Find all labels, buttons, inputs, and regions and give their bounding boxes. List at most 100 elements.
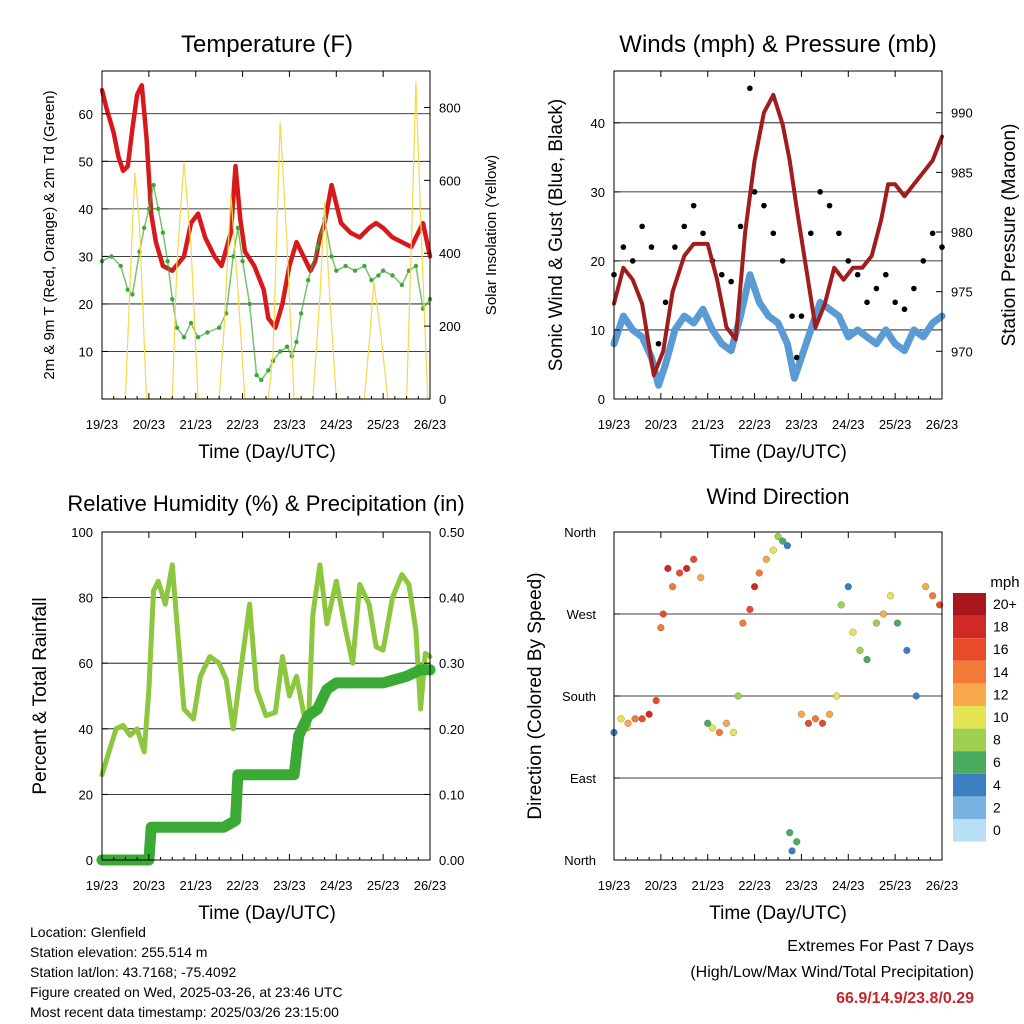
- y-tick-label: South: [562, 689, 596, 704]
- x-tick-label: 22/23: [738, 417, 771, 432]
- sonic-wind-point: [709, 326, 716, 333]
- direction-point: [624, 719, 632, 727]
- wind-direction-ylabel: Direction (Colored By Speed): [525, 572, 546, 819]
- direction-point: [793, 838, 801, 846]
- legend-swatch: [953, 706, 986, 729]
- x-tick-label: 24/23: [320, 878, 353, 893]
- legend-swatch: [953, 751, 986, 774]
- gust-point: [639, 223, 645, 230]
- direction-point: [769, 546, 777, 554]
- direction-point: [797, 710, 805, 718]
- direction-point: [922, 583, 930, 591]
- x-tick-label: 23/23: [785, 417, 818, 432]
- x-tick-label: 21/23: [179, 878, 212, 893]
- direction-point: [872, 619, 880, 627]
- y2-tick-label: 0.00: [439, 853, 464, 868]
- humidity-ylabel: Percent & Total Rainfall: [30, 597, 51, 794]
- gust-point: [648, 244, 655, 250]
- gust-point: [761, 202, 767, 209]
- direction-point: [825, 710, 834, 718]
- y2-tick-label: 980: [951, 225, 973, 240]
- gust-point: [808, 230, 814, 237]
- direction-point: [652, 697, 660, 705]
- sonic-wind-point: [817, 299, 824, 306]
- figure-created: Figure created on Wed, 2025-03-26, at 23…: [30, 984, 343, 1000]
- humidity-plot-area: [96, 562, 436, 866]
- gust-point: [836, 230, 842, 237]
- direction-point: [715, 728, 723, 736]
- gust-point: [798, 313, 805, 319]
- sonic-wind-point: [639, 333, 646, 340]
- sonic-wind-point: [655, 382, 662, 389]
- winds-plot-area: [610, 85, 946, 389]
- gust-point: [718, 271, 725, 278]
- y-tick-label: 30: [79, 249, 93, 264]
- direction-point: [762, 555, 770, 563]
- direction-point: [856, 646, 864, 654]
- y-tick-label: 50: [79, 154, 93, 169]
- legend-swatch: [953, 593, 986, 616]
- direction-point: [788, 847, 796, 855]
- legend-label: 20+: [993, 596, 1017, 612]
- sonic-wind-point: [873, 340, 880, 347]
- y-tick-label: West: [567, 607, 597, 622]
- gust-point: [672, 244, 678, 250]
- direction-point: [676, 569, 684, 577]
- legend-label: 18: [993, 619, 1009, 635]
- x-tick-label: 26/23: [926, 878, 959, 893]
- direction-point: [886, 592, 895, 600]
- y-tick-label: 0: [598, 392, 605, 407]
- legend-swatch: [953, 615, 986, 639]
- x-tick-label: 22/23: [738, 878, 771, 893]
- direction-point: [690, 555, 698, 563]
- gust-point: [620, 244, 627, 250]
- x-tick-label: 19/23: [598, 878, 631, 893]
- y2-tick-label: 985: [951, 165, 973, 180]
- y2-tick-label: 0.50: [439, 525, 464, 540]
- direction-point: [844, 583, 852, 591]
- station-pressure-line: [612, 92, 944, 378]
- direction-point: [811, 715, 820, 723]
- legend-label: 0: [993, 822, 1001, 838]
- direction-point: [659, 610, 667, 618]
- legend-swatch: [953, 773, 986, 797]
- direction-point: [774, 533, 782, 541]
- legend-swatch: [953, 683, 986, 706]
- gust-point: [747, 85, 753, 92]
- winds-ylabel: Sonic Wind & Gust (Blue, Black): [546, 99, 567, 371]
- sonic-wind-point: [798, 354, 805, 361]
- sonic-wind-point: [901, 347, 908, 354]
- y-tick-label: 10: [591, 323, 605, 338]
- sonic-wind-point: [892, 340, 899, 347]
- sonic-wind-point: [671, 326, 678, 333]
- x-tick-label: 20/23: [133, 417, 166, 432]
- legend-label: 6: [993, 754, 1001, 770]
- x-tick-label: 26/23: [414, 878, 447, 893]
- gust-point: [789, 313, 795, 319]
- x-tick-label: 21/23: [691, 417, 724, 432]
- y-tick-label: 0: [86, 853, 93, 868]
- x-tick-label: 20/23: [133, 878, 166, 893]
- y2-tick-label: 975: [951, 285, 973, 300]
- gust-point: [929, 230, 936, 237]
- x-tick-label: 20/23: [645, 878, 678, 893]
- direction-point: [669, 583, 677, 591]
- sonic-wind-point: [826, 306, 833, 313]
- humidity-grid: [102, 597, 430, 795]
- sonic-wind-point: [929, 320, 936, 327]
- x-tick-label: 25/23: [879, 417, 912, 432]
- temperature-xlabel: Time (Day/UTC): [198, 442, 336, 463]
- gust-point: [728, 278, 734, 285]
- x-tick-label: 23/23: [785, 878, 818, 893]
- direction-point: [779, 537, 787, 545]
- sonic-wind-point: [784, 340, 791, 347]
- x-tick-label: 21/23: [179, 417, 212, 432]
- y-tick-label: 40: [79, 722, 93, 737]
- dewpoint-line: [101, 184, 431, 381]
- y2-tick-label: 400: [439, 246, 461, 261]
- y-tick-label: North: [564, 853, 596, 868]
- humidity-panel: Relative Humidity (%) & Precipitation (i…: [30, 491, 465, 924]
- direction-point: [746, 605, 754, 613]
- sonic-wind-point: [910, 326, 917, 333]
- temperature-title: Temperature (F): [181, 31, 353, 58]
